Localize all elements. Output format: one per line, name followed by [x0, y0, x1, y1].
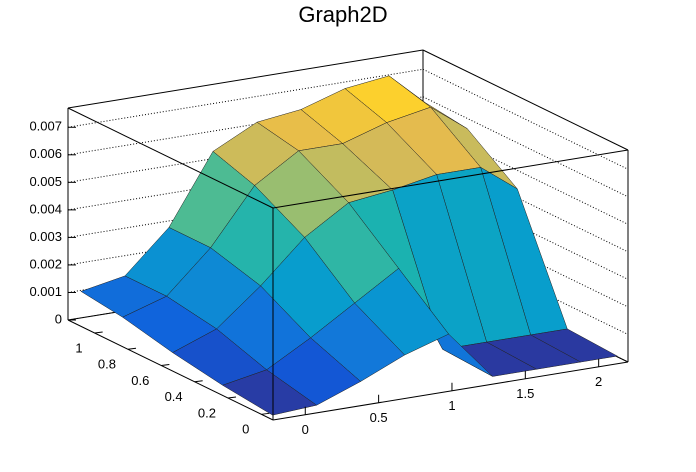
tick-mark — [127, 347, 137, 350]
tick-mark — [94, 331, 103, 334]
box-edge — [272, 149, 629, 209]
y-tick-label: 1 — [75, 340, 82, 355]
box-edge — [67, 107, 274, 209]
y-tick-label: 0.6 — [131, 373, 149, 388]
tick-mark — [161, 364, 170, 367]
z-tick-label: 0.005 — [29, 174, 62, 189]
y-axis — [67, 319, 274, 421]
z-tick-label: 0 — [55, 311, 62, 326]
grid-line — [422, 123, 629, 225]
box-edge — [422, 49, 629, 151]
z-tick-label: 0.006 — [29, 146, 62, 161]
z-tick-label: 0.007 — [29, 119, 62, 134]
y-tick-label: 0.2 — [198, 405, 216, 420]
x-tick-label: 1 — [448, 398, 455, 413]
chart-title: Graph2D — [298, 2, 387, 27]
grid-line — [422, 151, 629, 253]
x-tick-label: 2 — [595, 374, 602, 389]
surface-cell — [222, 369, 318, 416]
tick-mark — [261, 412, 270, 415]
tick-mark — [194, 380, 203, 383]
box-edge — [67, 49, 424, 109]
z-tick-label: 0.004 — [29, 201, 62, 216]
x-axis — [272, 361, 629, 421]
z-tick-label: 0.003 — [29, 229, 62, 244]
tick-mark — [227, 396, 237, 399]
x-tick-label: 0 — [302, 422, 309, 437]
y-tick-label: 0 — [242, 422, 249, 437]
z-tick-label: 0.001 — [29, 284, 62, 299]
z-tick-label: 0.002 — [29, 256, 62, 271]
x-tick-label: 0.5 — [370, 410, 388, 425]
grid-line — [422, 96, 629, 198]
y-tick-label: 0.8 — [98, 357, 116, 372]
x-tick-label: 1.5 — [516, 386, 534, 401]
grid-line — [422, 68, 629, 170]
y-tick-label: 0.4 — [165, 389, 183, 404]
